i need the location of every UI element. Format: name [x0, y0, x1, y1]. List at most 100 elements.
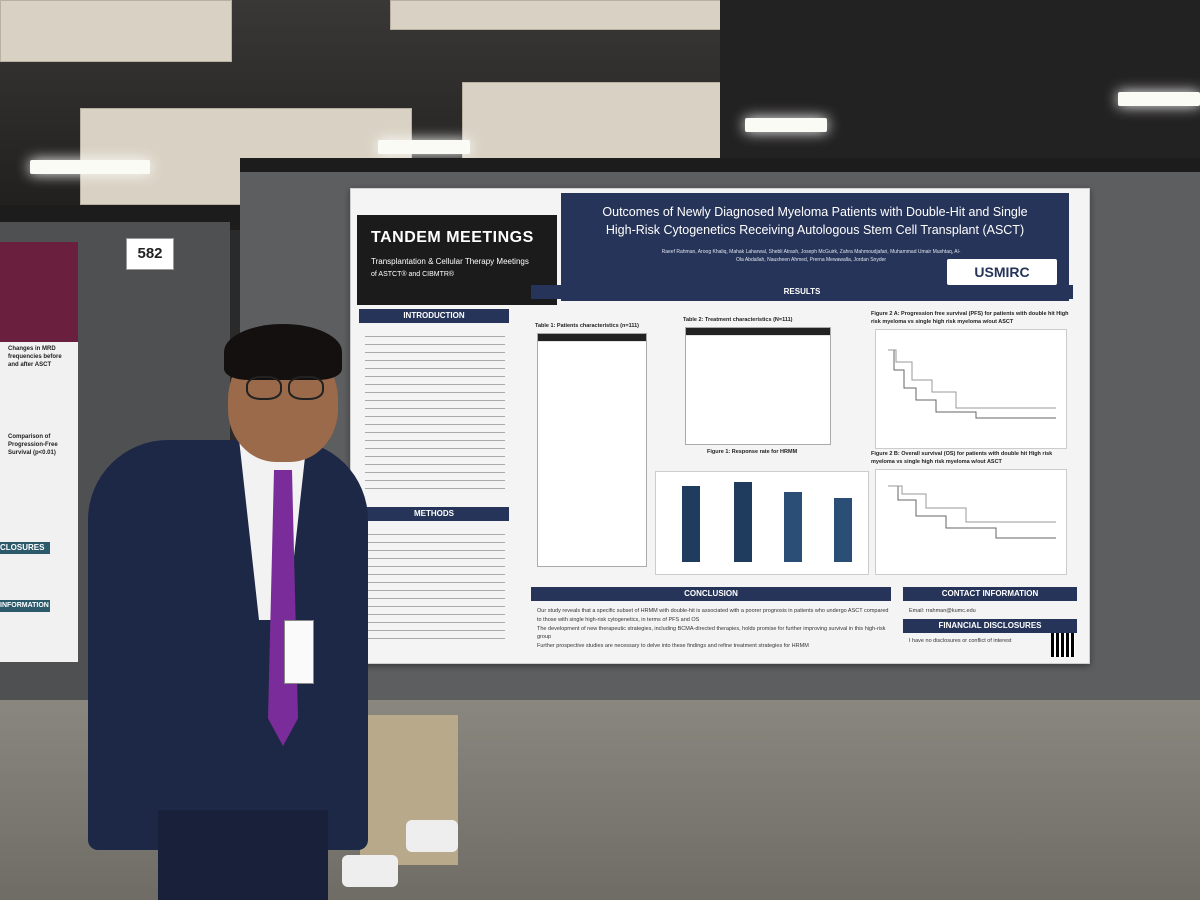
text-line: [365, 546, 505, 551]
conclusion-list: Our study reveals that a specific subset…: [537, 607, 893, 651]
text-line: [365, 460, 505, 465]
disclosure-text: I have no disclosures or conflict of int…: [909, 638, 1012, 644]
research-poster: TANDEM MEETINGS Transplantation & Cellul…: [350, 188, 1090, 664]
figure-caption: Figure 2 B: Overall survival (OS) for pa…: [871, 451, 1053, 465]
text-line: [365, 530, 505, 535]
org-logo: USMIRC: [947, 259, 1057, 285]
section-disclosures: FINANCIAL DISCLOSURES: [903, 619, 1077, 633]
ceiling-light: [1118, 92, 1200, 106]
text-line: [365, 348, 505, 353]
text-line: [365, 562, 505, 567]
text-line: [365, 428, 505, 433]
text-line: [365, 634, 505, 639]
poster-title-block: Outcomes of Newly Diagnosed Myeloma Pati…: [561, 193, 1069, 301]
text-line: [365, 626, 505, 631]
eyeglasses: [288, 376, 324, 400]
booth-number: 582: [126, 238, 174, 270]
conclusion-point: Our study reveals that a specific subset…: [537, 608, 889, 623]
pfs-curve: [888, 349, 1056, 419]
text-line: [365, 356, 505, 361]
figure-caption: Figure 1: Response rate for HRMM: [707, 449, 798, 455]
text-line: [365, 476, 505, 481]
logo-subtitle: Transplantation & Cellular Therapy Meeti…: [371, 257, 529, 266]
methods-text: [365, 527, 505, 642]
text-line: [365, 372, 505, 377]
text-line: [365, 420, 505, 425]
poster-title: Outcomes of Newly Diagnosed Myeloma Pati…: [602, 205, 1028, 219]
text-line: [365, 578, 505, 583]
os-curve: [888, 485, 1056, 539]
chart-bar: [734, 482, 752, 562]
poster-title: High-Risk Cytogenetics Receiving Autolog…: [605, 223, 1025, 237]
presenter: [88, 320, 378, 900]
patients-table: [537, 333, 647, 567]
text-line: [365, 468, 505, 473]
eyeglasses: [246, 376, 282, 400]
section-conclusion: CONCLUSION: [531, 587, 891, 601]
table-caption: Table 2: Treatment characteristics (N=11…: [683, 317, 793, 323]
chart-bar: [784, 492, 802, 562]
suit-jacket: [88, 440, 368, 850]
text-line: [365, 444, 505, 449]
text-line: [365, 380, 505, 385]
text-line: [365, 484, 505, 489]
section-results: RESULTS: [531, 285, 1073, 299]
ceiling-light: [745, 118, 827, 132]
left-poster-section: CLOSURES: [0, 542, 50, 554]
text-line: [365, 602, 505, 607]
text-line: [365, 412, 505, 417]
text-line: [365, 594, 505, 599]
qr-code: [1051, 633, 1075, 657]
section-introduction: INTRODUCTION: [359, 309, 509, 323]
shoe: [406, 820, 458, 852]
text-line: [365, 618, 505, 623]
table-header-row: [686, 328, 830, 336]
suit-trousers: [158, 810, 328, 900]
hair: [224, 324, 342, 380]
text-line: [365, 554, 505, 559]
booth-frame: [240, 158, 1200, 172]
shoe: [342, 855, 398, 887]
chart-bar: [682, 486, 700, 562]
ceiling-light: [378, 140, 470, 154]
left-poster: Changes in MRD frequencies before and af…: [0, 242, 78, 662]
text-line: [365, 610, 505, 615]
left-poster-section: INFORMATION: [0, 600, 50, 612]
text-line: [365, 404, 505, 409]
section-methods: METHODS: [359, 507, 509, 521]
left-poster-text: Changes in MRD frequencies before and af…: [8, 346, 62, 368]
logo-title: TANDEM MEETINGS: [371, 229, 534, 246]
text-line: [365, 570, 505, 575]
text-line: [365, 538, 505, 543]
table-header-row: [538, 334, 646, 342]
logo-subtitle: of ASTCT® and CIBMTR®: [371, 271, 455, 278]
text-line: [365, 364, 505, 369]
table-caption: Table 1: Patients characteristics (n=111…: [535, 323, 639, 329]
left-poster-header: [0, 242, 78, 342]
figure-caption: Figure 2 A: Progression free survival (P…: [871, 311, 1069, 325]
tandem-logo: TANDEM MEETINGS Transplantation & Cellul…: [357, 215, 557, 305]
treatment-table: [685, 327, 831, 445]
chart-bar: [834, 498, 852, 562]
left-poster-text: Comparison of Progression-Free Survival …: [8, 434, 58, 456]
os-survival-plot: [875, 469, 1067, 575]
conclusion-point: The development of new therapeutic strat…: [537, 625, 886, 641]
poster-authors: Raeef Rahman, Aroog Khaliq, Mahak Laharw…: [661, 249, 961, 263]
introduction-text: [365, 329, 505, 492]
response-bar-chart: [655, 471, 869, 575]
conclusion-point: Further prospective studies are necessar…: [537, 643, 809, 650]
ceiling-tile: [0, 0, 232, 62]
text-line: [365, 332, 505, 337]
ceiling-tile: [390, 0, 732, 30]
section-contact: CONTACT INFORMATION: [903, 587, 1077, 601]
text-line: [365, 388, 505, 393]
text-line: [365, 340, 505, 345]
contact-email: Email: rrahman@kumc.edu: [909, 608, 976, 614]
necktie: [268, 470, 298, 746]
name-badge: [284, 620, 314, 684]
text-line: [365, 586, 505, 591]
text-line: [365, 396, 505, 401]
ceiling-light: [30, 160, 150, 174]
pfs-survival-plot: [875, 329, 1067, 449]
